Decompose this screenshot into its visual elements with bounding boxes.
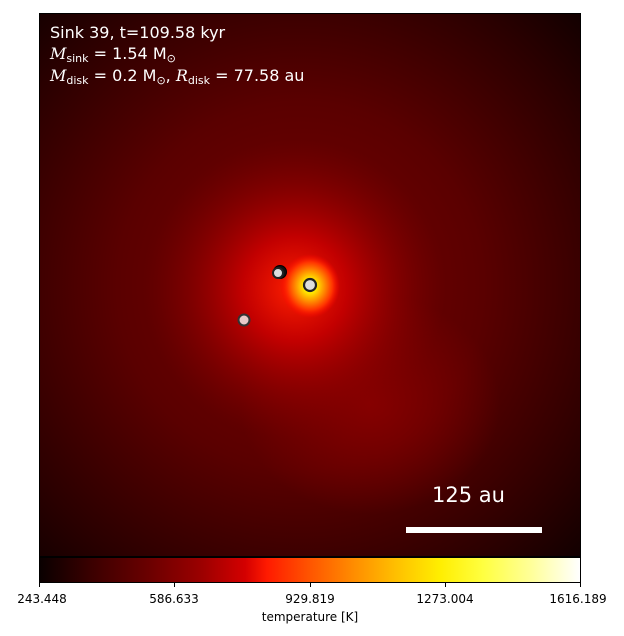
colorbar-tick-label: 1616.189 <box>549 592 607 606</box>
colorbar-tick <box>445 583 446 587</box>
colorbar-tick <box>174 583 175 587</box>
sink-mass-label: Msink = 1.54 M⊙ <box>50 44 176 65</box>
scalebar-label: 125 au <box>432 483 505 507</box>
colorbar-tick <box>39 583 40 587</box>
colorbar-tick <box>580 583 581 587</box>
sink-b <box>302 277 318 293</box>
sink-title: Sink 39, t=109.58 kyr <box>50 23 226 42</box>
colorbar-tick-label: 243.448 <box>17 592 67 606</box>
temperature-map <box>40 14 580 556</box>
colorbar-label: temperature [K] <box>261 610 359 624</box>
colorbar-tick-label: 1273.004 <box>416 592 474 606</box>
disk-properties-label: Mdisk = 0.2 M⊙, Rdisk = 77.58 au <box>50 66 305 87</box>
scalebar <box>406 527 542 533</box>
sink-a <box>272 265 287 279</box>
colorbar <box>39 557 581 583</box>
colorbar-tick-label: 929.819 <box>285 592 335 606</box>
colorbar-tick-label: 586.633 <box>149 592 199 606</box>
colorbar-tick <box>310 583 311 587</box>
temperature-map-panel: Sink 39, t=109.58 kyr Msink = 1.54 M⊙ Md… <box>39 13 581 557</box>
sink-c <box>237 313 251 327</box>
